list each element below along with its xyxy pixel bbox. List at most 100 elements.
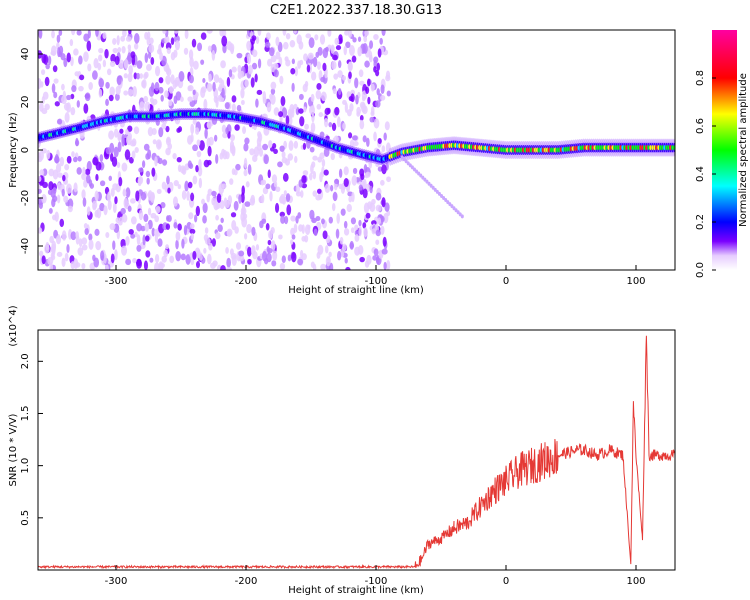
colorbar-label: Normalized spectral amplitude <box>738 73 749 227</box>
noise-speckle <box>108 94 114 102</box>
noise-speckle <box>264 41 271 48</box>
noise-speckle <box>277 161 283 168</box>
noise-speckle <box>343 45 348 56</box>
noise-speckle <box>247 164 252 175</box>
noise-speckle <box>95 173 99 181</box>
noise-speckle <box>198 177 203 189</box>
noise-speckle <box>337 87 342 96</box>
noise-speckle <box>281 157 288 164</box>
noise-speckle <box>280 95 286 107</box>
noise-speckle <box>140 191 147 201</box>
noise-speckle <box>136 258 142 269</box>
noise-speckle <box>247 246 252 257</box>
noise-speckle <box>207 122 212 130</box>
noise-speckle <box>299 116 305 127</box>
noise-speckle <box>230 212 237 218</box>
noise-speckle <box>84 227 89 236</box>
snr-frame <box>37 329 676 571</box>
noise-speckle <box>231 145 236 157</box>
noise-speckle <box>369 116 375 123</box>
noise-speckle <box>93 257 100 268</box>
noise-speckle <box>47 55 52 66</box>
noise-speckle <box>348 132 353 139</box>
trail-speckle <box>446 200 450 205</box>
noise-speckle <box>297 258 304 266</box>
noise-speckle <box>243 169 248 177</box>
noise-speckle <box>228 69 233 78</box>
noise-speckle <box>133 72 138 80</box>
noise-speckle <box>322 62 327 72</box>
noise-speckle <box>211 49 216 61</box>
noise-speckle <box>154 65 161 77</box>
noise-speckle <box>170 74 175 85</box>
noise-speckle <box>311 217 317 224</box>
noise-speckle <box>220 60 226 69</box>
noise-speckle <box>270 240 276 251</box>
noise-speckle <box>169 255 175 264</box>
noise-speckle <box>111 156 118 167</box>
noise-speckle <box>231 219 237 231</box>
noise-speckle <box>328 251 332 258</box>
noise-speckle <box>56 34 61 43</box>
noise-speckle <box>54 211 59 222</box>
noise-speckle <box>56 118 63 125</box>
noise-speckle <box>324 69 328 79</box>
noise-speckle <box>206 30 213 34</box>
noise-speckle <box>132 257 137 264</box>
noise-speckle <box>278 195 285 204</box>
noise-speckle <box>168 99 173 107</box>
noise-speckle <box>134 231 138 238</box>
noise-speckle <box>146 64 152 72</box>
snr-x-label: Height of straight line (km) <box>288 585 424 596</box>
noise-speckle <box>245 181 250 188</box>
noise-speckle <box>192 175 198 185</box>
noise-speckle <box>192 60 199 70</box>
noise-speckle <box>293 103 298 110</box>
noise-speckle <box>336 116 341 128</box>
noise-speckle <box>195 127 200 135</box>
noise-speckle <box>290 68 296 75</box>
noise-speckle <box>291 58 295 65</box>
noise-speckle <box>202 77 206 84</box>
noise-speckle <box>225 151 230 160</box>
noise-speckle <box>241 202 246 214</box>
noise-speckle <box>94 190 99 202</box>
noise-speckle <box>280 215 286 224</box>
noise-speckle <box>146 35 151 46</box>
noise-speckle <box>332 54 338 61</box>
noise-speckle <box>154 253 160 263</box>
noise-speckle <box>379 37 383 45</box>
noise-speckle <box>146 177 150 185</box>
noise-speckle <box>301 175 307 184</box>
noise-speckle <box>54 101 60 107</box>
noise-speckle <box>275 186 281 193</box>
colorbar-tick-label: 0.8 <box>695 70 706 86</box>
noise-speckle <box>167 187 171 194</box>
noise-speckle <box>128 30 132 35</box>
noise-speckle <box>331 202 336 212</box>
noise-speckle <box>363 227 368 238</box>
noise-speckle <box>115 85 121 96</box>
noise-speckle <box>381 145 386 153</box>
noise-speckle <box>71 30 76 36</box>
x-tick-label: 100 <box>626 576 645 587</box>
noise-speckle <box>204 128 208 139</box>
noise-speckle <box>318 112 324 118</box>
noise-speckle <box>71 151 75 158</box>
colorbar-ticks: 0.0 0.2 0.4 0.6 0.8 <box>695 70 716 278</box>
snr-marks <box>38 335 675 570</box>
noise-speckle <box>293 140 299 149</box>
noise-speckle <box>350 217 357 225</box>
noise-speckle <box>191 38 197 48</box>
noise-speckle <box>322 230 328 240</box>
noise-speckle <box>314 34 319 41</box>
noise-speckle <box>41 95 45 104</box>
noise-speckle <box>343 177 349 188</box>
y-tick-label: 40 <box>20 48 31 61</box>
noise-speckle <box>362 42 368 54</box>
noise-speckle <box>341 75 347 81</box>
noise-speckle <box>44 76 50 87</box>
noise-speckle <box>320 91 327 102</box>
noise-speckle <box>348 45 355 56</box>
noise-speckle <box>303 53 308 62</box>
